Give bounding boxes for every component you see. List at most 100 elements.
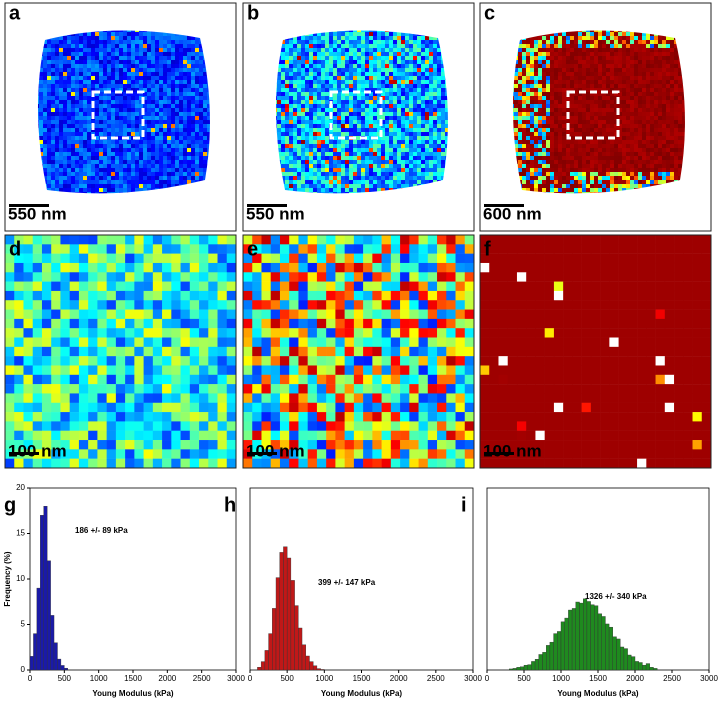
- pixel: [91, 36, 95, 40]
- pixel: [381, 64, 385, 68]
- pixel: [413, 108, 417, 112]
- pixel: [413, 184, 417, 188]
- pixel: [95, 160, 99, 164]
- pixel: [421, 100, 425, 104]
- pixel: [47, 44, 51, 48]
- pixel: [183, 104, 187, 108]
- pixel: [127, 180, 131, 184]
- pixel: [179, 52, 183, 56]
- pixel: [167, 164, 171, 168]
- pixel: [79, 184, 83, 188]
- pixel: [301, 176, 305, 180]
- pixel: [397, 104, 401, 108]
- pixel: [305, 56, 309, 60]
- pixel: [405, 44, 409, 48]
- pixel: [47, 168, 51, 172]
- pixel: [381, 48, 385, 52]
- pixel: [369, 80, 373, 84]
- pixel: [163, 128, 167, 132]
- pixel: [43, 136, 47, 140]
- pixel: [321, 64, 325, 68]
- pixel: [393, 116, 397, 120]
- pixel: [75, 180, 79, 184]
- pixel: [179, 132, 183, 136]
- pixel: [293, 132, 297, 136]
- pixel: [55, 96, 59, 100]
- pixel: [47, 160, 51, 164]
- pixel: [151, 128, 155, 132]
- pixel: [393, 128, 397, 132]
- pixel: [103, 148, 107, 152]
- pixel: [207, 144, 210, 148]
- pixel: [179, 80, 183, 84]
- pixel: [171, 84, 175, 88]
- pixel: [67, 136, 71, 140]
- pixel: [43, 120, 47, 124]
- pixel: [199, 152, 203, 156]
- pixel: [37, 96, 39, 100]
- pixel: [377, 168, 381, 172]
- pixel: [425, 140, 429, 144]
- pixel: [79, 84, 83, 88]
- pixel: [175, 132, 179, 136]
- pixel: [293, 144, 297, 148]
- pixel: [51, 120, 55, 124]
- pixel: [127, 104, 131, 108]
- pixel: [397, 60, 401, 64]
- pixel: [421, 172, 425, 176]
- pixel: [369, 108, 373, 112]
- pixel: [87, 180, 91, 184]
- pixel: [425, 164, 429, 168]
- pixel: [397, 124, 401, 128]
- pixel: [95, 184, 99, 188]
- pixel: [43, 64, 47, 68]
- pixel: [139, 160, 143, 164]
- pixel: [63, 128, 67, 132]
- pixel: [325, 52, 329, 56]
- pixel: [373, 96, 377, 100]
- pixel: [147, 76, 151, 80]
- pixel: [127, 156, 131, 160]
- pixel: [91, 120, 95, 124]
- pixel: [357, 92, 361, 96]
- pixel: [409, 80, 413, 84]
- pixel: [87, 192, 91, 194]
- pixel: [103, 132, 107, 136]
- pixel: [147, 108, 151, 112]
- pixel: [373, 148, 377, 152]
- pixel: [425, 96, 429, 100]
- pixel: [83, 128, 87, 132]
- pixel: [397, 152, 401, 156]
- pixel: [289, 116, 293, 120]
- pixel: [373, 172, 377, 176]
- pixel: [75, 148, 79, 152]
- pixel: [75, 76, 79, 80]
- pixel: [353, 184, 357, 188]
- pixel: [329, 140, 333, 144]
- pixel: [155, 124, 159, 128]
- pixel: [119, 96, 123, 100]
- pixel: [373, 144, 377, 148]
- pixel: [377, 68, 381, 72]
- pixel: [51, 112, 55, 116]
- pixel: [345, 188, 349, 192]
- pixel: [135, 164, 139, 168]
- pixel: [95, 148, 99, 152]
- pixel: [175, 84, 179, 88]
- pixel: [405, 40, 409, 44]
- pixel: [159, 116, 163, 120]
- pixel: [325, 48, 329, 52]
- pixel: [429, 176, 433, 180]
- pixel: [183, 80, 187, 84]
- pixel: [119, 164, 123, 168]
- pixel: [357, 72, 361, 76]
- pixel: [179, 76, 183, 80]
- pixel: [554, 36, 558, 40]
- pixel: [345, 104, 349, 108]
- pixel: [349, 60, 353, 64]
- pixel: [163, 108, 167, 112]
- pixel: [425, 116, 429, 120]
- pixel: [175, 140, 179, 144]
- pixel: [167, 120, 171, 124]
- pixel: [329, 68, 333, 72]
